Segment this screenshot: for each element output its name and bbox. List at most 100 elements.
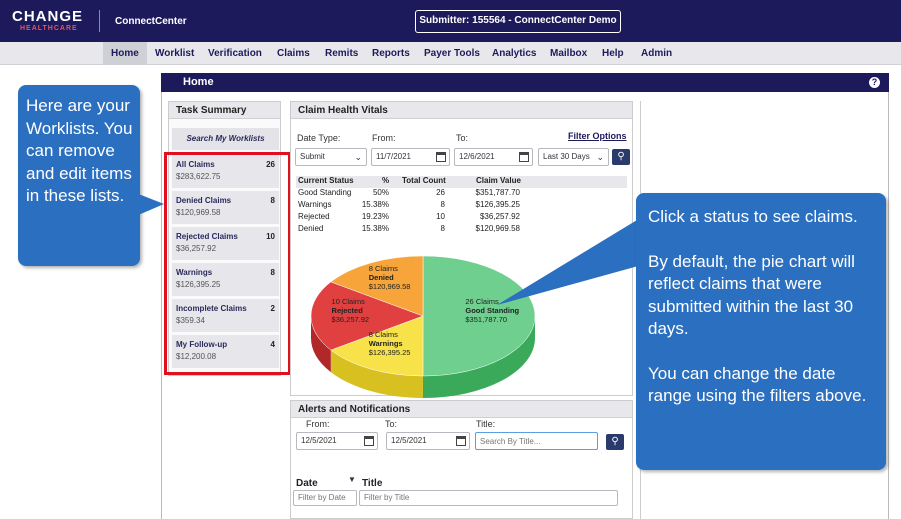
alerts-title: Alerts and Notifications <box>291 401 632 418</box>
pie-label-denied: $120,969.58 <box>369 282 411 291</box>
filter-by-title-input[interactable] <box>359 490 618 506</box>
alerts-from-label: From: <box>306 419 330 429</box>
status-row-rejected[interactable]: Rejected 19.23% 10 $36,257.92 <box>296 212 627 224</box>
pie-label-good-standing: $351,787.70 <box>465 315 507 324</box>
alerts-to-date-input[interactable]: 12/5/2021 <box>386 432 470 450</box>
alerts-col-title[interactable]: Title <box>362 478 383 489</box>
search-icon[interactable]: ⚲ <box>606 434 624 450</box>
worklists-highlight-box <box>164 152 291 375</box>
status-callout: Click a status to see claims. By default… <box>636 193 886 470</box>
worklist-item-count: 8 <box>270 196 275 205</box>
worklist-item-count: 2 <box>270 304 275 313</box>
status-count: 8 <box>440 200 445 209</box>
worklist-item-name: Incomplete Claims <box>176 304 247 313</box>
date-type-label: Date Type: <box>297 133 341 143</box>
chevron-down-icon: ⌄ <box>354 152 362 162</box>
nav-claims[interactable]: Claims <box>277 48 310 59</box>
worklist-item-count: 4 <box>270 340 275 349</box>
company-logo[interactable]: CHANGE <box>12 8 84 25</box>
worklist-item-name: My Follow-up <box>176 340 228 349</box>
date-type-value: Submit <box>300 152 325 161</box>
filter-by-date-input[interactable] <box>293 490 357 506</box>
date-range-select[interactable]: Last 30 Days ⌄ <box>538 148 609 166</box>
nav-admin[interactable]: Admin <box>641 48 673 59</box>
alerts-from-date-input[interactable]: 12/5/2021 <box>296 432 378 450</box>
date-type-select[interactable]: Submit ⌄ <box>295 148 367 166</box>
pie-label-rejected: $36,257.92 <box>332 315 370 324</box>
nav-analytics[interactable]: Analytics <box>492 48 537 59</box>
pie-label-warnings: $126,395.25 <box>369 348 411 357</box>
worklist-item-my-follow-up[interactable]: My Follow-up 4 $12,200.08 <box>172 335 279 368</box>
claim-health-vitals-title: Claim Health Vitals <box>291 102 632 119</box>
nav-mailbox[interactable]: Mailbox <box>550 48 588 59</box>
search-icon[interactable]: ⚲ <box>612 149 630 165</box>
nav-home[interactable]: Home <box>103 42 147 65</box>
pie-slice-warnings[interactable] <box>330 315 424 377</box>
nav-verification[interactable]: Verification <box>208 48 262 59</box>
worklist-item-warnings[interactable]: Warnings 8 $126,395.25 <box>172 263 279 296</box>
worklist-item-denied-claims[interactable]: Denied Claims 8 $120,969.58 <box>172 191 279 224</box>
status-name: Denied <box>298 224 324 233</box>
from-date-input[interactable]: 11/7/2021 <box>371 148 450 166</box>
from-label: From: <box>372 133 396 143</box>
nav-worklist[interactable]: Worklist <box>155 48 195 59</box>
worklist-item-incomplete-claims[interactable]: Incomplete Claims 2 $359.34 <box>172 299 279 332</box>
alerts-title-search-input[interactable] <box>475 432 598 450</box>
callout-pointer-left <box>136 193 164 216</box>
search-worklists-button[interactable]: Search My Worklists <box>172 128 279 150</box>
nav-payer-tools[interactable]: Payer Tools <box>424 48 480 59</box>
to-date-input[interactable]: 12/6/2021 <box>454 148 533 166</box>
status-count: 26 <box>436 188 445 197</box>
calendar-icon[interactable] <box>364 436 374 446</box>
worklist-item-value: $120,969.58 <box>176 208 221 217</box>
worklist-item-name: Rejected Claims <box>176 232 238 241</box>
status-callout-p2: By default, the pie chart will reflect c… <box>648 251 855 339</box>
from-date-value: 11/7/2021 <box>376 152 411 161</box>
status-name: Warnings <box>298 200 332 209</box>
status-name: Good Standing <box>298 188 352 197</box>
help-icon[interactable]: ? <box>869 77 880 88</box>
calendar-icon[interactable] <box>456 436 466 446</box>
nav-remits[interactable]: Remits <box>325 48 359 59</box>
status-value: $120,969.58 <box>475 224 521 233</box>
status-value: $36,257.92 <box>479 212 520 221</box>
chevron-down-icon: ⌄ <box>596 152 604 162</box>
nav-reports[interactable]: Reports <box>372 48 410 59</box>
pie-slice-denied[interactable] <box>330 255 424 317</box>
pie-label-warnings: 8 Claims <box>369 330 398 339</box>
worklist-item-value: $283,622.75 <box>176 172 221 181</box>
submitter-selector[interactable]: Submitter: 155564 - ConnectCenter Demo <box>415 10 621 33</box>
worklist-item-value: $359.34 <box>176 316 205 325</box>
pie-slice-good-standing[interactable] <box>422 255 536 377</box>
status-row-denied[interactable]: Denied 15.38% 8 $120,969.58 <box>296 224 627 236</box>
callout-pointer-right <box>497 217 642 305</box>
col-percent: % <box>382 176 390 185</box>
alerts-col-date[interactable]: Date <box>296 478 318 489</box>
status-table-header: Current Status % Total Count Claim Value <box>296 176 627 188</box>
filter-options-link[interactable]: Filter Options <box>568 131 627 141</box>
pie-slice-rejected[interactable] <box>310 281 424 351</box>
top-bar: CHANGE HEALTHCARE ConnectCenter Submitte… <box>0 0 901 42</box>
status-name: Rejected <box>298 212 330 221</box>
header-divider <box>99 10 100 32</box>
status-value: $126,395.25 <box>475 200 521 209</box>
calendar-icon[interactable] <box>519 152 529 162</box>
status-row-good-standing[interactable]: Good Standing 50% 26 $351,787.70 <box>296 188 627 200</box>
status-row-warnings[interactable]: Warnings 15.38% 8 $126,395.25 <box>296 200 627 212</box>
worklist-item-all-claims[interactable]: All Claims 26 $283,622.75 <box>172 155 279 188</box>
page-title: Home <box>183 76 214 88</box>
status-pct: 50% <box>372 188 389 197</box>
page-title-bar: Home ? <box>161 73 889 92</box>
status-pct: 15.38% <box>361 200 389 209</box>
worklist-item-rejected-claims[interactable]: Rejected Claims 10 $36,257.92 <box>172 227 279 260</box>
worklist-item-value: $36,257.92 <box>176 244 217 253</box>
pie-side-warnings <box>330 350 423 398</box>
pie-side-good-standing <box>422 316 535 398</box>
calendar-icon[interactable] <box>436 152 446 162</box>
task-summary-title: Task Summary <box>169 102 280 119</box>
nav-help[interactable]: Help <box>602 48 624 59</box>
sort-down-icon[interactable]: ▼ <box>348 475 356 484</box>
worklists-callout-text: Here are your Worklists. You can remove … <box>26 96 133 205</box>
pie-label-good-standing: Good Standing <box>465 306 519 315</box>
